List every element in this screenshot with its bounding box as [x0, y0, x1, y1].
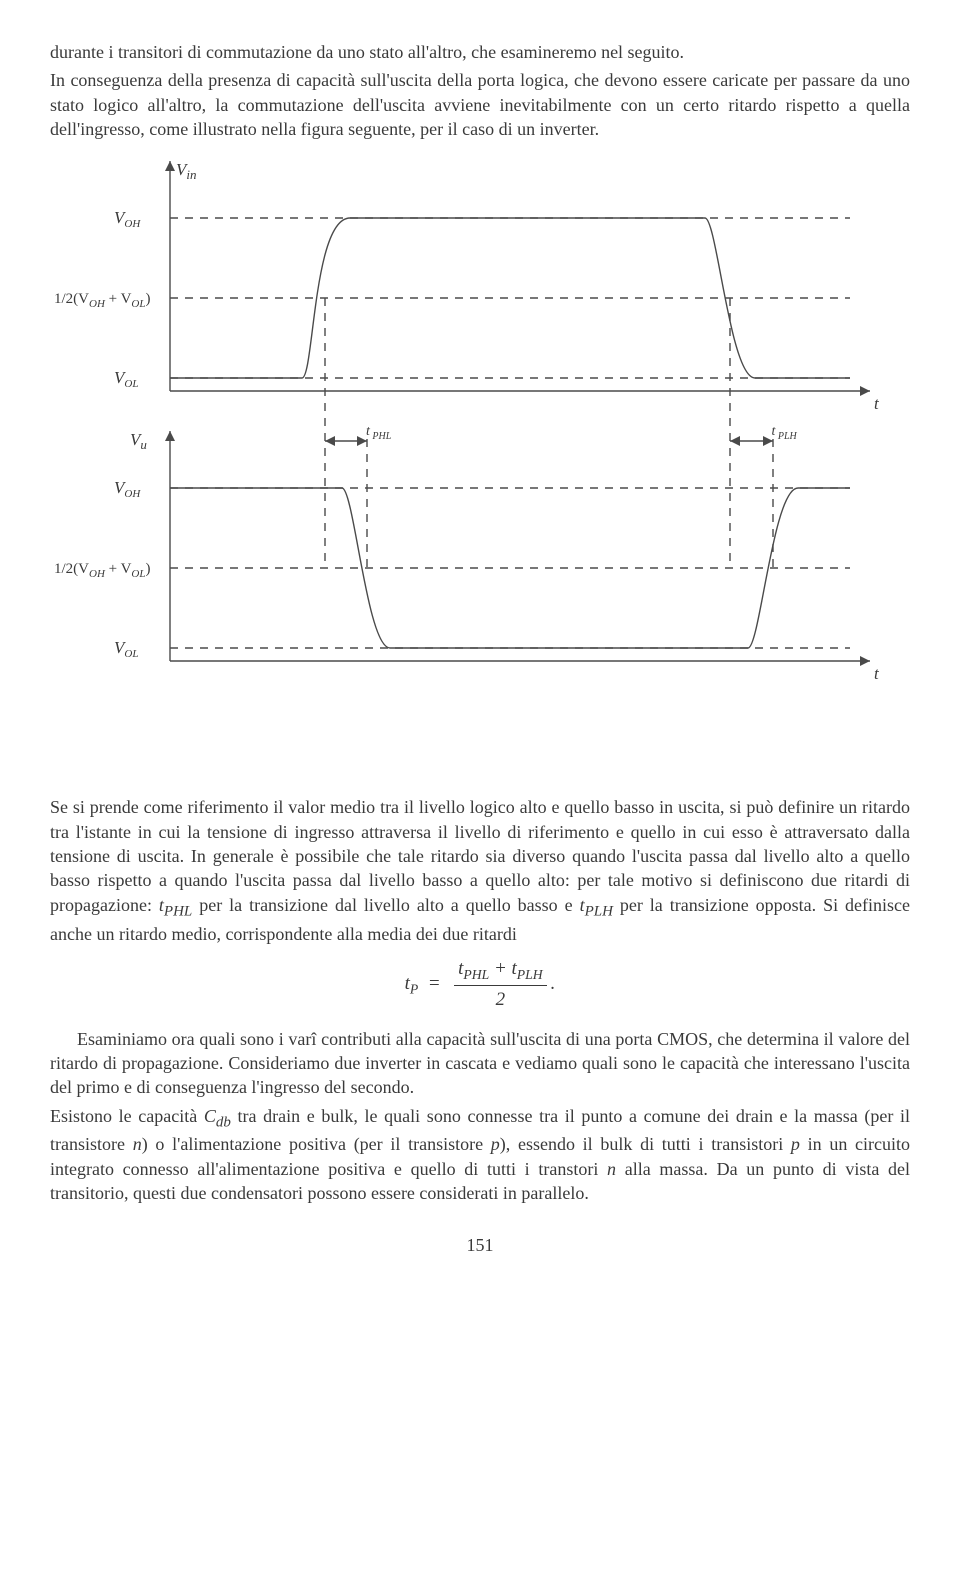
- tp-equation: tP = tPHL + tPLH 2 .: [50, 956, 910, 1013]
- svg-text:t PLH: t PLH: [772, 424, 798, 442]
- svg-text:VOL: VOL: [114, 368, 138, 390]
- paragraph-2: In conseguenza della presenza di capacit…: [50, 68, 910, 141]
- svg-text:t: t: [874, 394, 880, 413]
- paragraph-3: Se si prende come riferimento il valor m…: [50, 795, 910, 945]
- svg-text:t PHL: t PHL: [366, 424, 392, 442]
- tplh-symbol: tPLH: [580, 895, 613, 915]
- timing-diagram: Vin VOH 1/2(VOH + VOL) VOL t t PHL t PLH Vu VOH 1…: [50, 153, 910, 779]
- svg-text:VOH: VOH: [114, 208, 141, 230]
- paragraph-4: Esaminiamo ora quali sono i varî contrib…: [50, 1027, 910, 1100]
- p3-b: per la transizione dal livello alto a qu…: [192, 895, 579, 915]
- page-number: 151: [50, 1233, 910, 1257]
- svg-text:t: t: [874, 664, 880, 683]
- tphl-symbol: tPHL: [159, 895, 192, 915]
- paragraph-5: Esistono le capacità Cdb tra drain e bul…: [50, 1104, 910, 1206]
- svg-text:Vin: Vin: [176, 160, 197, 182]
- svg-text:Vu: Vu: [130, 430, 147, 452]
- svg-text:1/2(VOH + VOL): 1/2(VOH + VOL): [54, 561, 150, 580]
- timing-svg: Vin VOH 1/2(VOH + VOL) VOL t t PHL t PLH Vu VOH 1…: [50, 153, 890, 773]
- svg-text:VOL: VOL: [114, 638, 138, 660]
- paragraph-1: durante i transitori di commutazione da …: [50, 40, 910, 64]
- svg-text:1/2(VOH + VOL): 1/2(VOH + VOL): [54, 291, 150, 310]
- svg-text:VOH: VOH: [114, 478, 141, 500]
